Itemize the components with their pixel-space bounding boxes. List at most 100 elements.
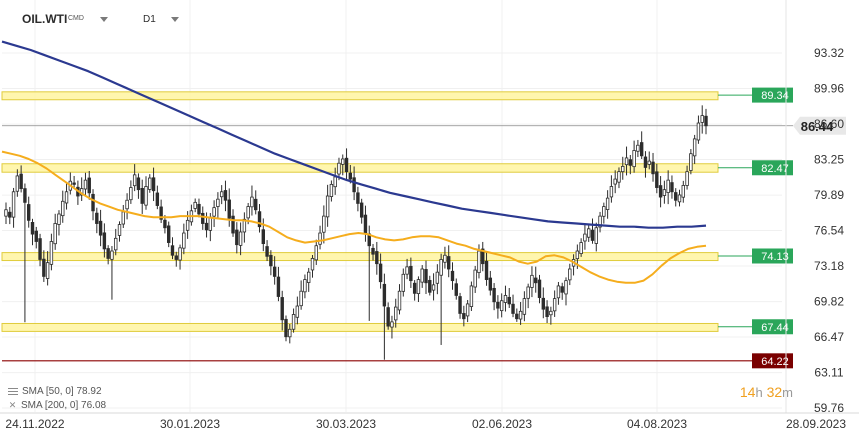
candle-body bbox=[193, 201, 197, 209]
indicator-legend-sma200[interactable]: ✕ SMA [200, 0] 76.08 bbox=[8, 400, 106, 411]
price-tick-label: 86.60 bbox=[814, 117, 844, 131]
candle-body bbox=[337, 162, 341, 175]
candle-body bbox=[371, 247, 375, 255]
candle-body bbox=[23, 188, 27, 203]
candle-body bbox=[598, 215, 602, 228]
candle-body bbox=[231, 215, 235, 234]
symbol-label[interactable]: OIL.WTI bbox=[22, 12, 68, 26]
candle-body bbox=[151, 177, 156, 192]
candle-body bbox=[140, 188, 144, 204]
candle-body bbox=[666, 179, 670, 193]
candle-body bbox=[98, 220, 103, 236]
candle-body bbox=[692, 138, 697, 157]
candle-body bbox=[375, 251, 379, 265]
candle-body bbox=[556, 285, 561, 299]
price-tick-label: 89.96 bbox=[814, 82, 844, 96]
level-badge-label: 74.13 bbox=[761, 251, 789, 263]
symbol-dropdown-icon[interactable] bbox=[100, 17, 108, 22]
candle-body bbox=[537, 279, 542, 298]
candle-body bbox=[628, 159, 633, 166]
candle-body bbox=[201, 212, 205, 224]
candle-body bbox=[416, 279, 421, 294]
time-tick-label: 28.09.2023 bbox=[786, 417, 846, 431]
candle-body bbox=[57, 213, 61, 225]
candle-body bbox=[114, 237, 118, 251]
candle-body bbox=[110, 250, 114, 260]
candle-body bbox=[583, 233, 587, 242]
candle-body bbox=[288, 328, 292, 338]
level-zone bbox=[1, 163, 719, 173]
level-badge bbox=[752, 160, 793, 176]
price-tick-label: 66.47 bbox=[814, 330, 844, 344]
candle-body bbox=[390, 321, 394, 328]
candle-body bbox=[681, 185, 685, 198]
candle-body bbox=[541, 297, 545, 310]
candle-body bbox=[333, 176, 337, 188]
candle-body bbox=[704, 115, 708, 127]
candle-body bbox=[310, 258, 315, 271]
candle-body bbox=[685, 171, 689, 186]
candle-body bbox=[167, 225, 171, 243]
candle-body bbox=[602, 206, 606, 217]
candle-body bbox=[223, 190, 228, 201]
candle-body bbox=[83, 179, 88, 190]
candle-body bbox=[325, 195, 330, 218]
level-badge-label: 89.34 bbox=[761, 90, 789, 102]
level-zones: 89.34 82.47 74.13 67.44 64.22 86.44 bbox=[1, 87, 846, 369]
candle-body bbox=[212, 207, 216, 217]
candle-body bbox=[64, 191, 69, 204]
support-badge-label: 64.22 bbox=[761, 356, 789, 368]
candle-body bbox=[291, 314, 296, 330]
price-tick-label: 73.18 bbox=[814, 259, 844, 273]
countdown-minutes: 32 bbox=[766, 384, 783, 400]
legend-label: SMA bbox=[22, 386, 44, 397]
candle-body bbox=[568, 268, 572, 281]
candle-body bbox=[38, 238, 42, 260]
candle-body bbox=[458, 296, 462, 314]
timeframe-dropdown-icon[interactable] bbox=[171, 17, 179, 22]
candle-body bbox=[11, 191, 16, 218]
candle-body bbox=[450, 270, 455, 282]
candle-body bbox=[42, 258, 46, 277]
price-tick-label: 83.25 bbox=[814, 153, 844, 167]
candle-body bbox=[431, 284, 436, 291]
candle-body bbox=[477, 250, 481, 273]
remove-indicator-icon[interactable]: ✕ bbox=[8, 400, 17, 410]
indicator-legend-sma50[interactable]: SMA [50, 0] 78.92 bbox=[8, 386, 102, 397]
chart-grid bbox=[2, 0, 782, 412]
candle-body bbox=[636, 144, 640, 152]
level-badge-label: 67.44 bbox=[761, 322, 789, 334]
candle-body bbox=[276, 276, 281, 297]
candle-body bbox=[91, 193, 95, 212]
moving-averages bbox=[1, 40, 707, 284]
candle-body bbox=[462, 313, 466, 320]
sma50-line bbox=[1, 150, 707, 284]
candle-body bbox=[428, 279, 432, 293]
candle-body bbox=[624, 157, 629, 166]
candle-body bbox=[299, 290, 303, 307]
candle-body bbox=[469, 285, 474, 307]
candle-body bbox=[386, 307, 390, 327]
candle-body bbox=[530, 274, 534, 288]
candle-body bbox=[363, 214, 368, 235]
candle-body bbox=[272, 266, 277, 277]
time-axis: 24.11.2022 30.01.2023 30.03.2023 02.06.2023… bbox=[0, 412, 859, 431]
candle-body bbox=[49, 241, 54, 265]
legend-params: [200, 0] bbox=[44, 400, 79, 411]
timeframe-label[interactable]: D1 bbox=[143, 14, 156, 25]
candle-body bbox=[443, 254, 447, 263]
candle-body bbox=[549, 310, 553, 316]
legend-params: [50, 0] bbox=[45, 386, 74, 397]
candle-body bbox=[545, 306, 549, 318]
candle-body bbox=[159, 206, 163, 220]
candle-body bbox=[72, 182, 76, 185]
candle-body bbox=[19, 173, 23, 190]
candle-body bbox=[341, 158, 345, 165]
candle-body bbox=[254, 198, 258, 211]
candle-body bbox=[329, 183, 334, 197]
candle-body bbox=[465, 303, 470, 317]
level-zone bbox=[1, 91, 719, 101]
candle-body bbox=[170, 245, 175, 256]
candle-body bbox=[185, 219, 190, 231]
